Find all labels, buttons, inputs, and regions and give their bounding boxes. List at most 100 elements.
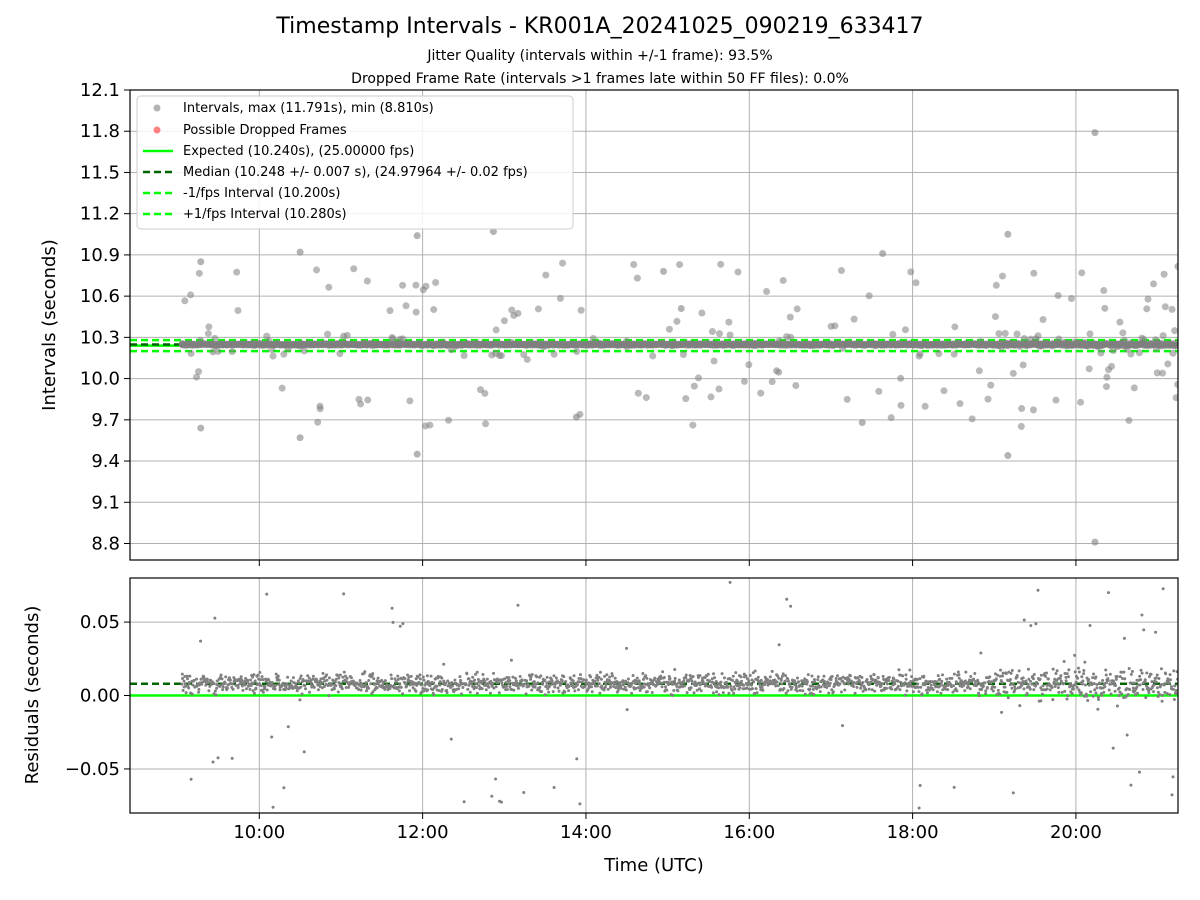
residual-point xyxy=(1139,678,1143,682)
residual-point xyxy=(261,678,265,682)
interval-point xyxy=(1052,396,1060,404)
interval-point xyxy=(837,267,845,275)
residual-point xyxy=(936,674,940,678)
residual-point xyxy=(424,682,428,686)
interval-point xyxy=(406,397,414,405)
residual-point xyxy=(351,679,355,683)
residual-point xyxy=(450,684,454,688)
residual-point xyxy=(532,680,536,684)
residual-point xyxy=(407,675,411,679)
residual-point xyxy=(653,676,657,680)
residual-point xyxy=(838,682,842,686)
legend-label-intervals: Intervals, max (11.791s), min (8.810s) xyxy=(183,101,434,116)
residual-point xyxy=(403,677,407,681)
residual-point xyxy=(254,686,258,690)
residual-point xyxy=(505,684,509,688)
residual-point xyxy=(334,684,338,688)
residual-point xyxy=(438,680,442,684)
residual-point xyxy=(488,691,492,695)
top-ytick-label: 10.3 xyxy=(80,327,120,348)
xtick-label: 14:00 xyxy=(560,822,612,843)
residual-point xyxy=(513,676,517,680)
interval-point xyxy=(1009,369,1017,377)
residual-point xyxy=(1136,691,1140,695)
residual-point xyxy=(811,684,815,688)
residual-point xyxy=(587,684,591,688)
residual-point xyxy=(785,597,789,601)
residual-point xyxy=(1167,681,1171,685)
residual-point xyxy=(330,683,334,687)
interval-point xyxy=(734,268,742,276)
interval-point xyxy=(940,387,948,395)
residual-point xyxy=(302,750,306,754)
interval-point xyxy=(314,418,322,426)
residual-point xyxy=(1034,622,1038,626)
interval-point xyxy=(1159,369,1167,377)
residual-point xyxy=(440,687,444,691)
residual-point xyxy=(274,683,278,687)
residual-point xyxy=(459,692,463,696)
residual-point xyxy=(181,688,185,692)
interval-point-notable xyxy=(296,248,304,256)
residual-point xyxy=(698,687,702,691)
top-y-axis-label: Intervals (seconds) xyxy=(39,239,60,411)
residual-point xyxy=(264,680,268,684)
residual-point xyxy=(535,675,539,679)
residual-point xyxy=(358,679,362,683)
residual-point xyxy=(998,674,1002,678)
residual-point xyxy=(252,673,256,677)
residual-point xyxy=(428,683,432,687)
residual-point xyxy=(1162,683,1166,687)
residual-point xyxy=(590,690,594,694)
residual-point xyxy=(980,687,984,691)
legend-label-dropped: Possible Dropped Frames xyxy=(183,123,347,138)
residual-point xyxy=(909,680,913,684)
interval-point xyxy=(1101,304,1109,312)
interval-point xyxy=(968,415,976,423)
residual-point xyxy=(396,678,400,682)
residual-point xyxy=(975,683,979,687)
residual-point xyxy=(1125,733,1129,737)
residual-point xyxy=(422,678,426,682)
residual-point xyxy=(185,674,189,678)
residual-point xyxy=(1171,775,1175,779)
residual-point xyxy=(390,606,394,610)
residual-point xyxy=(1142,628,1146,632)
residual-point xyxy=(827,691,831,695)
residual-point xyxy=(786,677,790,681)
residual-point xyxy=(547,690,551,694)
interval-point xyxy=(1086,330,1094,338)
interval-point xyxy=(716,330,724,338)
residual-point xyxy=(440,676,444,680)
residual-point xyxy=(812,692,816,696)
residual-point xyxy=(446,679,450,683)
residual-point xyxy=(183,682,187,686)
residual-point xyxy=(816,678,820,682)
interval-point xyxy=(1127,350,1135,358)
residual-point xyxy=(520,678,524,682)
residual-point xyxy=(800,684,804,688)
residual-point xyxy=(1136,683,1140,687)
residual-point xyxy=(712,681,716,685)
residual-point xyxy=(599,677,603,681)
residual-point xyxy=(543,678,547,682)
interval-point xyxy=(831,322,839,330)
residual-point xyxy=(1174,688,1178,692)
residual-point xyxy=(1106,679,1110,683)
residual-point xyxy=(578,673,582,677)
residual-point xyxy=(1111,746,1115,750)
residual-point xyxy=(613,676,617,680)
residual-point xyxy=(728,580,732,584)
residual-point xyxy=(855,685,859,689)
interval-point xyxy=(422,282,430,290)
interval-point xyxy=(1103,373,1111,381)
residual-point xyxy=(264,677,268,681)
residual-point xyxy=(786,679,790,683)
interval-point xyxy=(1018,404,1026,412)
interval-point xyxy=(399,281,407,289)
residual-point xyxy=(1094,675,1098,679)
residual-point xyxy=(390,677,394,681)
residual-point xyxy=(881,682,885,686)
residual-point xyxy=(319,677,323,681)
